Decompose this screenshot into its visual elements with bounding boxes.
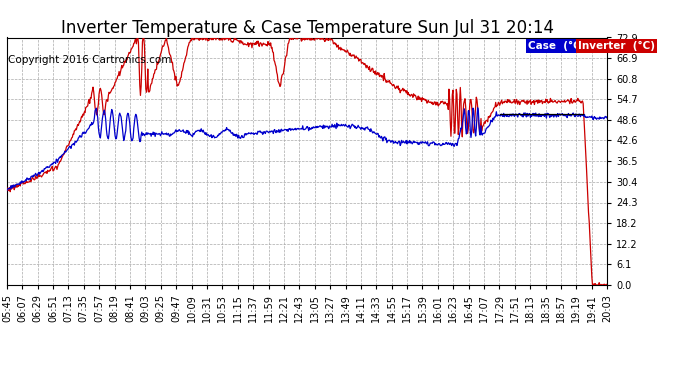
- Text: Copyright 2016 Cartronics.com: Copyright 2016 Cartronics.com: [8, 55, 172, 65]
- Text: Inverter  (°C): Inverter (°C): [578, 41, 656, 51]
- Text: Case  (°C): Case (°C): [528, 41, 585, 51]
- Title: Inverter Temperature & Case Temperature Sun Jul 31 20:14: Inverter Temperature & Case Temperature …: [61, 20, 553, 38]
